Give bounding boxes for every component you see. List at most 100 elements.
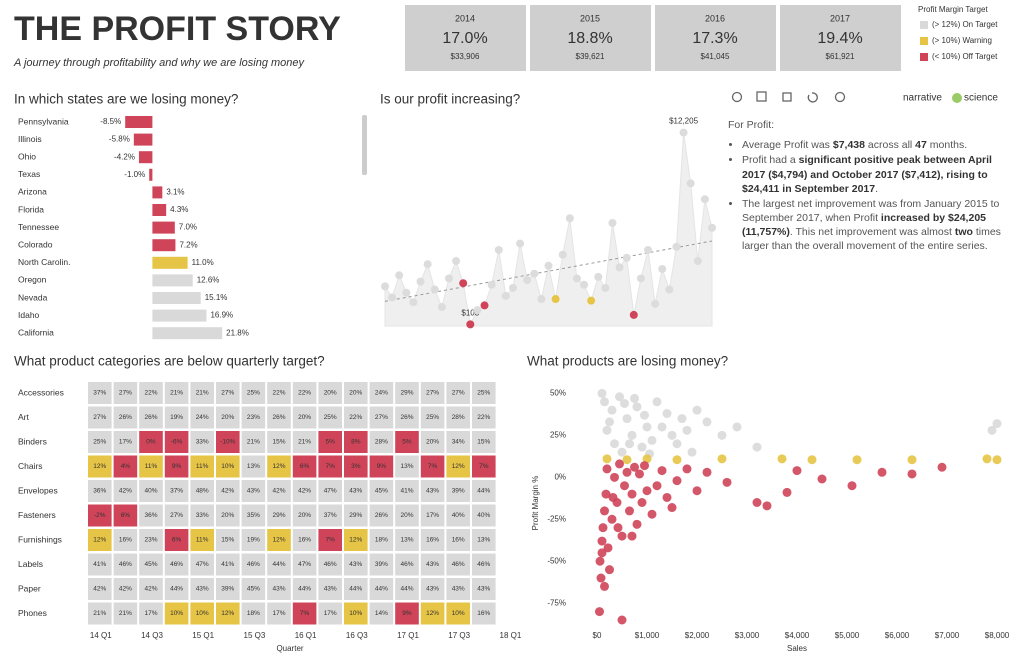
cell <box>88 406 112 429</box>
brand-logo <box>952 93 962 103</box>
point <box>602 425 612 435</box>
cell <box>139 529 163 551</box>
cell-label: 10% <box>349 610 362 617</box>
point <box>777 454 787 464</box>
cell-label: 25% <box>477 390 490 397</box>
cell <box>267 406 291 429</box>
section-title: Is our profit increasing? <box>380 92 520 107</box>
x-tick-label: 16 Q1 <box>295 631 317 640</box>
narrative-text: increased by $24,205 (11,757%) <box>742 212 986 239</box>
cell <box>164 553 189 576</box>
cell <box>241 480 266 502</box>
point <box>551 295 560 304</box>
cell <box>88 480 112 502</box>
value-label: 16.9% <box>210 311 233 320</box>
x-tick-label: 17 Q3 <box>448 631 470 640</box>
point <box>652 397 662 407</box>
narrative-text: Average Profit was <box>742 139 833 152</box>
cell-label: 12% <box>272 537 285 544</box>
cell-label: 16% <box>477 610 490 617</box>
cell-label: 34% <box>452 439 465 446</box>
cell-label: 23% <box>247 414 260 421</box>
cell-label: 41% <box>93 561 106 568</box>
cell <box>113 578 138 600</box>
bar <box>152 274 193 287</box>
point <box>640 410 649 420</box>
refresh-icon[interactable] <box>807 92 818 103</box>
cell-label: 20% <box>324 390 337 397</box>
cell-label: 7% <box>325 537 335 544</box>
kpi-sub: $39,621 <box>576 52 605 61</box>
cell <box>318 431 342 453</box>
point <box>617 615 627 625</box>
x-tick-label: $5,000 <box>835 631 860 640</box>
scrollbar[interactable] <box>362 115 367 175</box>
cell <box>139 455 163 478</box>
point <box>625 439 634 449</box>
cell-label: -2% <box>94 512 106 519</box>
cell <box>113 431 138 453</box>
cell <box>395 455 419 478</box>
copy-icon[interactable] <box>782 92 792 102</box>
x-axis-title: Quarter <box>276 644 303 653</box>
cell <box>190 431 214 453</box>
cell-label: 37% <box>93 390 106 397</box>
cell-label: 39% <box>221 586 234 593</box>
settings-icon[interactable] <box>731 91 743 103</box>
cell-label: 11% <box>145 463 158 470</box>
narrative-bullet: Average Profit was $7,438 across all 47 … <box>742 138 1010 152</box>
point <box>682 464 692 474</box>
x-axis-title: Sales <box>787 644 807 653</box>
point <box>700 195 709 204</box>
cell-label: 39% <box>452 488 465 495</box>
point <box>480 301 489 310</box>
point <box>602 464 612 474</box>
cell-label: 6% <box>121 512 131 519</box>
point <box>672 476 682 486</box>
cell <box>139 578 163 600</box>
cell <box>420 455 445 478</box>
cell <box>164 455 189 478</box>
cell <box>164 480 189 502</box>
point <box>992 419 1002 429</box>
point <box>600 506 609 516</box>
cell <box>241 529 266 551</box>
cell-label: 25% <box>324 414 337 421</box>
legend-title: Profit Margin Target <box>918 5 988 14</box>
cell-label: 10% <box>452 610 465 617</box>
point <box>627 489 637 499</box>
point <box>597 548 607 558</box>
narrative-heading: For Profit: <box>728 119 775 131</box>
cell-label: 24% <box>375 390 388 397</box>
cell-label: 33% <box>196 439 209 446</box>
cell-label: 42% <box>119 488 132 495</box>
point <box>610 472 619 482</box>
cell <box>369 578 394 600</box>
cell <box>216 431 240 453</box>
edit-icon[interactable] <box>756 91 767 102</box>
cell <box>420 553 445 576</box>
cell <box>369 406 394 429</box>
y-tick-label: -75% <box>547 598 566 607</box>
x-tick-label: $1,000 <box>635 631 660 640</box>
x-tick-label: $2,000 <box>685 631 710 640</box>
cell-label: 27% <box>426 390 439 397</box>
kpi-card <box>405 5 526 71</box>
point <box>473 306 482 315</box>
cell <box>139 431 163 453</box>
cell-label: 44% <box>170 586 183 593</box>
cell-label: 20% <box>221 414 234 421</box>
help-icon[interactable] <box>834 91 846 103</box>
cell-label: 14% <box>375 610 388 617</box>
row-label: Fasteners <box>18 510 56 520</box>
cell-label: 37% <box>170 488 183 495</box>
cell <box>344 455 368 478</box>
x-tick-label: $0 <box>593 631 602 640</box>
point <box>632 519 642 529</box>
row-label: Envelopes <box>18 485 58 495</box>
cell-label: 28% <box>375 439 388 446</box>
cell <box>369 553 394 576</box>
point <box>617 531 627 541</box>
cell <box>267 553 291 576</box>
cell-label: 43% <box>452 586 465 593</box>
